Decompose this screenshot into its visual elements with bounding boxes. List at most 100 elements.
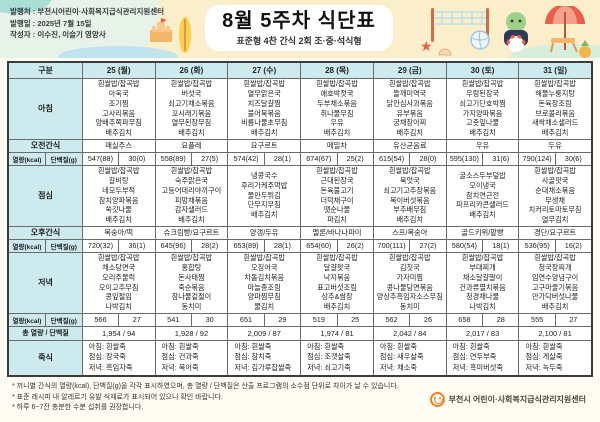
protein-value: 25 xyxy=(336,312,374,327)
porridge-cell: 아침: 흰쌀죽 점심: 참치죽 저녁: 김가루찹쌀죽 xyxy=(227,339,302,377)
shell-icon xyxy=(438,48,452,56)
row-label-energy: 열량(kcal) xyxy=(7,312,46,327)
dinner-cell: 흰쌀밥/잡곡밥 달걀팟국 낙지볶음 표고버섯조림 상추&쌈장 배추김치 xyxy=(300,251,374,314)
energy-value: 615(54) xyxy=(372,151,411,166)
protein-value: 29 xyxy=(263,312,302,327)
energy-value: 595(130) xyxy=(445,151,484,166)
total-cell: 2,100 / 81 xyxy=(518,325,593,341)
breakfast-cell: 흰쌀밥/잡곡밥 들깨미역국 닭안심사과볶음 유부볶음 궁채장아찌 배추김치 xyxy=(372,77,447,140)
energy-value: 580(54) xyxy=(445,238,484,253)
row-label-breakfast: 아침 xyxy=(7,77,83,140)
date-header: 31 (일) xyxy=(518,61,593,79)
date-header: 27 (수) xyxy=(227,61,302,79)
am-snack-cell: 우유 xyxy=(445,138,520,153)
porridge-cell: 아침: 흰쌀죽 점심: 연두부죽 저녁: 흑미버섯죽 xyxy=(445,339,520,377)
footnote-line: * 표준 레시피 내 알레르기 유발 식재료가 표시되어 있으니 확인 바랍니다… xyxy=(12,393,223,401)
breakfast-cell: 흰쌀밥/잡곡밥 우렁된장국 쇠고기단호박찜 가지양파볶음 고춧잎나물 배추김치 xyxy=(445,77,520,140)
row-label-total: 총 열량 / 단백질 xyxy=(7,325,83,341)
publisher-line: 발행처 : 부천시어린이·사회복지급식관리지원센터 xyxy=(10,7,165,16)
energy-value: 658 xyxy=(445,312,484,327)
pm-snack-cell: 복숭아/떡 xyxy=(81,225,156,240)
row-label-lunch: 점심 xyxy=(7,164,83,227)
protein-value: 30(6) xyxy=(554,151,593,166)
volleyball-icon xyxy=(470,30,490,50)
beach-umbrella-icon xyxy=(545,6,585,53)
energy-value: 519 xyxy=(300,312,338,327)
page-title: 8월 5주차 식단표 xyxy=(222,9,376,32)
dinner-cell: 흰쌀밥/잡곡밥 청국장찌개 임연수양념구이 고구마줄기볶음 만가닥버섯나물 배추… xyxy=(518,251,593,314)
header-banner: 발행처 : 부천시어린이·사회복지급식관리지원센터 발행일 : 2025년 7월… xyxy=(0,0,600,58)
row-label-protein: 단백질(g) xyxy=(44,312,83,327)
protein-value: 27 xyxy=(118,312,156,327)
protein-value: 26 xyxy=(409,312,447,327)
energy-value: 651 xyxy=(227,312,265,327)
energy-value: 547(88) xyxy=(81,151,120,166)
protein-value: 25(2) xyxy=(336,151,374,166)
pm-snack-cell: 골드키위/팥빵 xyxy=(445,225,520,240)
row-label-protein: 단백질(g) xyxy=(44,151,83,166)
date-header: 29 (금) xyxy=(372,61,447,79)
total-cell: 2,017 / 83 xyxy=(445,325,520,341)
pm-snack-cell: 스프/복숭아 xyxy=(372,225,447,240)
footnotes: * 끼니별 간식의 열량(kcal), 단백질(g)을 각각 표시하였으며, 총… xyxy=(0,377,600,414)
dinner-cell: 흰쌀밥/잡곡밥 채소당면국 오리주물럭 오이고추무침 콩잎절임 나박김치 xyxy=(81,251,156,314)
row-label-am-snack: 오전간식 xyxy=(7,138,83,153)
energy-value: 574(42) xyxy=(227,151,265,166)
protein-value: 36(1) xyxy=(118,238,156,253)
lunch-cell: 냉콩국수 후리가케주먹밥 물만두튀김 단무지무침 배추김치 xyxy=(227,164,302,227)
row-label-energy: 열량(kcal) xyxy=(7,151,46,166)
turtle-icon xyxy=(504,12,528,52)
protein-value: 27(2) xyxy=(409,238,447,253)
lunch-cell: 흰쌀밥/잡곡밥 갈비탕 네모두부적 참치양파볶음 쑥갓나물 배추김치 xyxy=(81,164,156,227)
dinner-cell: 흰쌀밥/잡곡밥 김칫국 가자미찜 콩나물당면볶음 양상추흑임자소스무침 동치미 xyxy=(372,251,447,314)
protein-value: 27 xyxy=(554,312,593,327)
center-logo: 부천시 어린이·사회복지급식관리지원센터 xyxy=(429,392,586,407)
energy-value: 654(60) xyxy=(300,238,338,253)
protein-value: 30(0) xyxy=(118,151,156,166)
energy-value: 645(96) xyxy=(154,238,192,253)
porridge-cell: 아침: 흰쌀죽 점심: 게살죽 저녁: 녹두죽 xyxy=(518,339,593,377)
dinner-cell: 흰쌀밥/잡곡밥 홍합탕 돈사태찜 죽순볶음 참나물겉절이 동치미 xyxy=(154,251,229,314)
row-label-dinner: 저녁 xyxy=(7,251,83,314)
breakfast-cell: 흰쌀밥/잡곡밥 애호박젓국 두부채소볶음 취나물무침 우유 배추김치 xyxy=(300,77,374,140)
protein-value: 26(2) xyxy=(336,238,374,253)
energy-value: 555 xyxy=(518,312,556,327)
banner-sea-shape xyxy=(58,46,178,58)
banner-sea-shape-right xyxy=(510,44,600,58)
protein-value: 28(1) xyxy=(263,151,302,166)
dinner-cell: 흰쌀밥/잡곡밥 오징어국 차돌김치볶음 마늘종조림 양파찜무침 물김치 xyxy=(227,251,302,314)
publication-info: 발행처 : 부천시어린이·사회복지급식관리지원센터 발행일 : 2025년 7월… xyxy=(10,6,164,41)
author-line: 작성자 : 이수진, 이슬기 영양사 xyxy=(10,30,106,40)
protein-value: 18(1) xyxy=(482,238,520,253)
breakfast-cell: 흰쌀밥/잡곡밥 아욱국 조기찜 고사리볶음 양배추쪽파무침 배추김치 xyxy=(81,77,156,140)
protein-value: 27(5) xyxy=(190,151,229,166)
issue-date-line: 발행일 : 2025년 7월 15일 xyxy=(10,18,92,28)
breakfast-cell: 흰쌀밥/잡곡밥 해물누룽지탕 돈육장조림 브로콜리볶음 새싹채소샐러드 배추김치 xyxy=(518,77,593,140)
row-label-porridge: 죽식 xyxy=(7,339,83,377)
page-subtitle: 표준형 4찬 간식 2회 조·중·석식형 xyxy=(236,35,362,46)
menu-table: 구분 25 (월) 26 (화) 27 (수) 28 (목) 29 (금) 30… xyxy=(7,61,593,377)
total-cell: 2,042 / 84 xyxy=(372,325,447,341)
total-cell: 1,954 / 94 xyxy=(81,325,156,341)
title-box: 8월 5주차 식단표 표준형 4찬 간식 2회 조·중·석식형 xyxy=(205,5,393,51)
energy-value: 720(32) xyxy=(81,238,120,253)
row-label-energy: 열량(kcal) xyxy=(7,238,46,253)
date-header: 28 (목) xyxy=(300,61,374,79)
total-cell: 1,928 / 92 xyxy=(154,325,229,341)
footnote-line: * 하루 6~7잔 충분한 수분 섭취를 권장합니다. xyxy=(12,404,144,411)
date-header: 30 (토) xyxy=(445,61,520,79)
protein-value: 31(6) xyxy=(482,151,520,166)
energy-value: 653(89) xyxy=(227,238,265,253)
porridge-cell: 아침: 흰쌀죽 점심: 건과죽 저녁: 북어죽 xyxy=(154,339,229,377)
lunch-cell: 굴소스두부덮밥 오이냉국 참치연근전 파프리카콘샐러드 배추김치 xyxy=(445,164,520,227)
pineapple-icon xyxy=(579,40,591,58)
lunch-cell: 흰쌀밥/잡곡밥 북엇국 쇠고기고추장볶음 목이버섯볶음 부추배무침 배추김치 xyxy=(372,164,447,227)
am-snack-cell: 메밀차 xyxy=(300,138,374,153)
am-snack-cell: 요플레 xyxy=(154,138,229,153)
protein-value: 28(0) xyxy=(409,151,447,166)
date-header: 25 (월) xyxy=(81,61,156,79)
lunch-cell: 흰쌀밥/잡곡밥 근대된장국 돈육불고기 더덕채구이 땟순나물 파김치 xyxy=(300,164,374,227)
energy-value: 541 xyxy=(154,312,192,327)
pm-snack-cell: 양갱/두유 xyxy=(227,225,302,240)
sandcastle-icon xyxy=(150,18,172,42)
